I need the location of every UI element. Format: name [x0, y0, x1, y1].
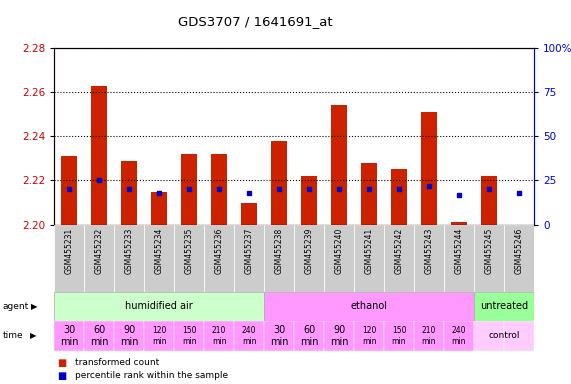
Text: GSM455237: GSM455237 — [244, 227, 254, 274]
Bar — [264, 321, 294, 351]
Text: GSM455231: GSM455231 — [65, 227, 74, 273]
Bar — [204, 321, 234, 351]
Bar — [384, 225, 414, 292]
Bar — [414, 321, 444, 351]
Text: GSM455235: GSM455235 — [184, 227, 194, 274]
Bar — [114, 225, 144, 292]
Text: GSM455246: GSM455246 — [514, 227, 524, 274]
Bar — [361, 163, 377, 225]
Text: GSM455233: GSM455233 — [124, 227, 134, 274]
Bar — [474, 292, 534, 321]
Text: 90
min: 90 min — [120, 325, 138, 347]
Text: 150
min: 150 min — [392, 326, 406, 346]
Text: agent: agent — [3, 302, 29, 311]
Text: 90
min: 90 min — [330, 325, 348, 347]
Text: time: time — [3, 331, 23, 341]
Text: untreated: untreated — [480, 301, 528, 311]
Bar — [85, 225, 114, 292]
Text: 120
min: 120 min — [362, 326, 376, 346]
Text: GSM455244: GSM455244 — [455, 227, 464, 274]
Bar — [241, 203, 258, 225]
Bar — [234, 321, 264, 351]
Bar — [481, 176, 497, 225]
Text: 60
min: 60 min — [300, 325, 318, 347]
Bar — [301, 176, 317, 225]
Bar — [504, 225, 534, 292]
Text: 240
min: 240 min — [242, 326, 256, 346]
Text: ▶: ▶ — [30, 331, 37, 341]
Bar — [211, 154, 227, 225]
Bar — [414, 225, 444, 292]
Text: 30
min: 30 min — [270, 325, 288, 347]
Bar — [331, 106, 347, 225]
Text: 210
min: 210 min — [422, 326, 436, 346]
Bar — [504, 321, 534, 351]
Text: GSM455236: GSM455236 — [215, 227, 224, 274]
Text: percentile rank within the sample: percentile rank within the sample — [75, 371, 228, 380]
Bar — [121, 161, 138, 225]
Bar — [354, 321, 384, 351]
Bar — [54, 321, 85, 351]
Text: GSM455232: GSM455232 — [95, 227, 104, 273]
Bar — [451, 222, 467, 225]
Bar — [174, 321, 204, 351]
Bar — [421, 112, 437, 225]
Text: ▶: ▶ — [31, 302, 38, 311]
Text: control: control — [488, 331, 520, 341]
Text: GSM455241: GSM455241 — [364, 227, 373, 273]
Bar — [85, 321, 114, 351]
Text: GSM455238: GSM455238 — [275, 227, 284, 273]
Bar — [264, 225, 294, 292]
Bar — [384, 321, 414, 351]
Bar — [144, 321, 174, 351]
Text: 30
min: 30 min — [60, 325, 78, 347]
Text: GSM455234: GSM455234 — [155, 227, 164, 274]
Bar — [54, 225, 85, 292]
Text: ■: ■ — [57, 358, 66, 368]
Text: 210
min: 210 min — [212, 326, 226, 346]
Text: 120
min: 120 min — [152, 326, 166, 346]
Text: GSM455240: GSM455240 — [335, 227, 344, 274]
Bar — [474, 225, 504, 292]
Bar — [114, 321, 144, 351]
Bar — [354, 225, 384, 292]
Bar — [144, 225, 174, 292]
Bar — [234, 225, 264, 292]
Bar — [174, 225, 204, 292]
Text: ethanol: ethanol — [351, 301, 388, 311]
Bar — [294, 321, 324, 351]
Bar — [181, 154, 198, 225]
Bar — [444, 321, 474, 351]
Text: GSM455245: GSM455245 — [484, 227, 493, 274]
Bar — [294, 225, 324, 292]
Bar — [151, 192, 167, 225]
Bar — [324, 225, 354, 292]
Bar — [204, 225, 234, 292]
Text: GSM455242: GSM455242 — [395, 227, 404, 273]
Text: humidified air: humidified air — [125, 301, 193, 311]
Text: transformed count: transformed count — [75, 358, 160, 367]
Bar — [474, 321, 504, 351]
Bar — [61, 156, 78, 225]
Text: 240
min: 240 min — [452, 326, 466, 346]
Bar — [54, 292, 264, 321]
Bar — [444, 225, 474, 292]
Text: GSM455243: GSM455243 — [424, 227, 433, 274]
Text: GSM455239: GSM455239 — [304, 227, 313, 274]
Text: 150
min: 150 min — [182, 326, 196, 346]
Text: GDS3707 / 1641691_at: GDS3707 / 1641691_at — [178, 15, 333, 28]
Bar — [391, 169, 407, 225]
Bar — [91, 86, 107, 225]
Text: 60
min: 60 min — [90, 325, 108, 347]
Bar — [324, 321, 354, 351]
Bar — [271, 141, 287, 225]
Text: ■: ■ — [57, 371, 66, 381]
Bar — [264, 292, 474, 321]
